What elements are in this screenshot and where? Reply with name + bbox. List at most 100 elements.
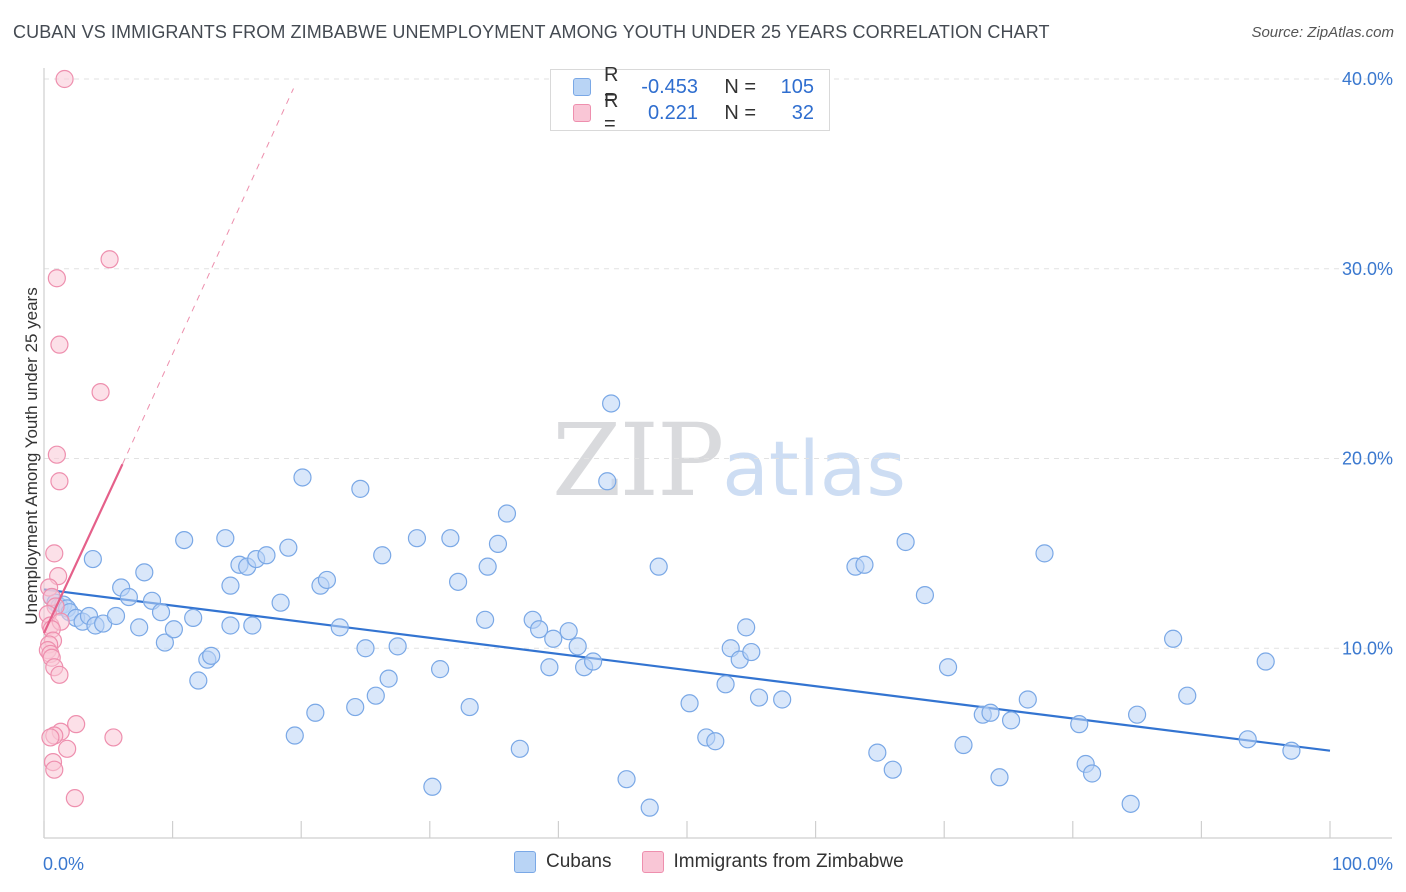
cubans-point [1238,730,1257,749]
cubans-point [896,532,915,552]
cubans-point [285,726,304,745]
zimbabwe-point [55,69,74,89]
cubans-point [184,608,203,627]
cubans-points [42,394,1301,817]
cubans-trend-line [43,588,1331,752]
zimbabwe-legend-label: Immigrants from Zimbabwe [673,851,904,872]
cubans-point [855,555,874,574]
cubans-legend-swatch [514,851,536,873]
cubans-point [151,603,171,622]
cubans-point [1121,794,1140,813]
cubans-point [216,529,235,548]
y-axis-label: Unemployment Among Youth under 25 years [22,287,41,625]
chart-title: CUBAN VS IMMIGRANTS FROM ZIMBABWE UNEMPL… [13,22,1050,42]
cubans-point [737,618,756,637]
series-legend: Cubans Immigrants from Zimbabwe [514,851,934,873]
zimbabwe-point [67,715,86,734]
cubans-point [954,735,973,755]
cubans-point [164,620,183,639]
cubans-point [1164,629,1183,648]
cubans-point [1035,544,1054,563]
cubans-point [306,703,325,722]
y-tick-label: 20.0% [1342,449,1393,469]
zimbabwe-point [45,760,64,779]
cubans-point [202,646,221,665]
cubans-point [1082,764,1102,783]
cubans-point [243,616,262,635]
cubans-legend-label: Cubans [546,851,612,872]
cubans-point [430,660,450,679]
cubans-point [271,593,290,612]
cubans-point [279,538,298,557]
cubans-point [1018,690,1037,709]
cubans-point [742,642,761,662]
cubans-point [1178,686,1197,705]
cubans-point [478,557,497,576]
x-tick-label-end: 100.0% [1332,854,1393,874]
legend-row-cubans: R = -0.453 N = 105 [573,64,814,109]
cubans-n-value: 105 [780,75,814,98]
cubans-point [379,669,398,688]
zimbabwe-point [104,728,123,747]
legend-row-zimbabwe: R = 0.221 N = 32 [573,90,814,135]
x-tick-label-start: 0.0% [43,854,84,874]
y-tick-label: 30.0% [1342,259,1393,279]
zimbabwe-point [100,250,119,269]
cubans-r-value: -0.453 [641,75,698,98]
zimbabwe-point [50,335,69,354]
zimbabwe-point [58,739,77,758]
cubans-point [680,694,699,713]
cubans-point [475,610,495,629]
cubans-point [540,658,559,677]
cubans-point [423,777,442,796]
axes [43,68,1392,839]
zimbabwe-legend-swatch [641,851,664,873]
cubans-point [351,479,370,498]
zimbabwe-swatch [573,104,591,122]
r-label: R = [604,64,619,109]
cubans-point [1256,652,1275,671]
zimbabwe-trend-dashed [121,88,294,465]
cubans-point [640,798,659,817]
cubans-point [938,658,958,677]
cubans-point [598,472,617,491]
cubans-point [510,739,529,758]
correlation-legend: R = -0.453 N = 105 R = 0.221 N = 32 [550,64,830,135]
cubans-point [460,697,479,717]
cubans-point [83,549,102,569]
n-label: N = [724,101,756,124]
cubans-point [530,620,549,639]
cubans-point [568,637,587,656]
cubans-point [119,587,138,607]
cubans-point [602,394,621,413]
cubans-point [441,529,460,548]
cubans-point [1282,741,1301,760]
cubans-point [407,529,427,548]
zimbabwe-point [65,789,84,808]
cubans-point [346,697,365,717]
cubans-point [221,576,240,595]
legend-item-cubans: Cubans [514,851,612,873]
zimbabwe-point [41,728,60,747]
cubans-point [330,618,349,637]
cubans-point [366,686,385,705]
cubans-point [559,622,578,641]
cubans-point [106,606,126,626]
cubans-point [448,572,468,591]
cubans-point [155,633,174,652]
tick-labels: 10.0% 20.0% 30.0% 40.0% 0.0% 100.0% [43,69,1393,874]
zimbabwe-trend-solid [43,463,124,634]
y-tick-label: 10.0% [1342,638,1393,658]
zimbabwe-r-value: 0.221 [647,101,698,124]
cubans-point [1070,715,1089,734]
cubans-point [135,563,154,582]
watermark-zip: ZIP [552,402,724,519]
cubans-point [749,688,769,707]
cubans-point [883,760,902,779]
cubans-point [617,770,636,789]
legend-item-zimbabwe: Immigrants from Zimbabwe [641,851,904,873]
zimbabwe-point [91,382,110,402]
zimbabwe-points [38,69,123,808]
cubans-point [584,652,603,671]
